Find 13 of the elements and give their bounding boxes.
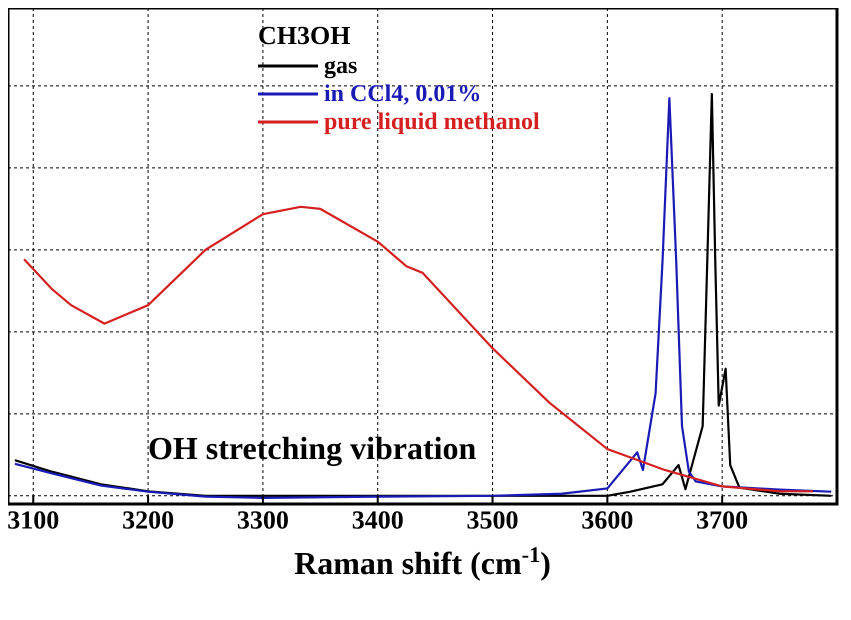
x-tick-label: 3700 — [696, 505, 748, 534]
x-tick-label: 3200 — [122, 505, 174, 534]
legend-label: gas — [324, 52, 358, 80]
legend-label: pure liquid methanol — [324, 108, 540, 136]
x-tick-label: 3300 — [236, 505, 289, 534]
x-axis-title: Raman shift (cm$^{-1}$) — [294, 542, 551, 581]
x-tick-label: 3100 — [7, 505, 60, 534]
x-tick-label: 3600 — [581, 505, 634, 534]
legend-title: CH3OH — [258, 21, 352, 50]
legend-label: in CCl4, 0.01% — [324, 80, 482, 108]
annotation: OH stretching vibration — [148, 430, 476, 467]
x-tick-label: 3500 — [466, 505, 519, 534]
x-tick-label: 3400 — [352, 505, 404, 534]
